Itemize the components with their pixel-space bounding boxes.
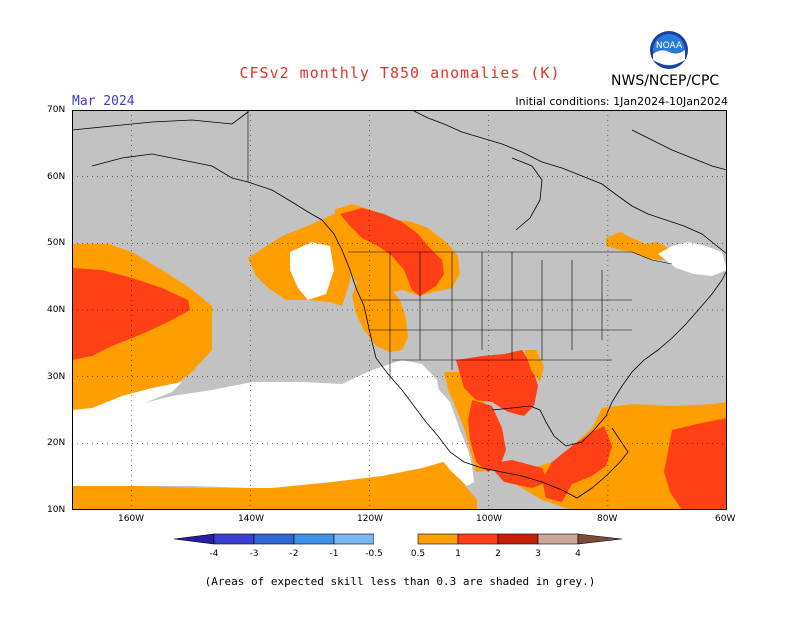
lon-tick-160w: 160W [118,514,145,524]
colorbar-label-neg4: -4 [210,549,219,559]
political-borders [247,110,673,380]
colorbar-label-p05: 0.5 [411,549,425,559]
anomaly-pacific-northwest [248,210,354,306]
colorbar-label-p2: 2 [495,549,501,559]
target-month: Mar 2024 [72,94,135,109]
noaa-logo-text: NOAA [656,41,683,51]
colorbar-swatch-p2-3 [497,533,539,545]
lat-tick-70n: 70N [47,105,66,115]
lat-tick-40n: 40N [47,305,66,315]
lat-tick-50n: 50N [47,238,66,248]
colorbar-arrow-warm [577,533,623,545]
colorbar-label-neg2: -2 [290,549,299,559]
agency-label: NWS/NCEP/CPC [611,73,720,89]
colorbar-swatch-p1-2 [457,533,499,545]
lat-tick-60n: 60N [47,172,66,182]
lon-tick-120w: 120W [357,514,384,524]
colorbar-label-p3: 3 [535,549,541,559]
colorbar-swatch-neg2-neg1 [293,533,335,545]
lat-tick-20n: 20N [47,438,66,448]
anomaly-map [71,109,728,510]
map-frame [72,110,727,510]
anomaly-pacific-tropical [72,360,477,510]
anomaly-quebec [606,232,727,276]
colorbar-arrow-cold [173,533,215,545]
initial-conditions: Initial conditions: 1Jan2024-10Jan2024 [515,95,728,108]
lon-tick-60w: 60W [715,514,736,524]
colorbar-swatch-p3-4 [537,533,579,545]
lon-tick-100w: 100W [476,514,503,524]
colorbar-label-p4: 4 [575,549,581,559]
colorbar-label-p1: 1 [455,549,461,559]
anomaly-texas [456,350,544,472]
lat-tick-30n: 30N [47,372,66,382]
skill-footnote: (Areas of expected skill less than 0.3 a… [204,575,596,588]
colorbar-swatch-neutral [374,534,418,544]
anomaly-west-canada-us [334,204,460,352]
colorbar-label-neg05: -0.5 [365,549,383,559]
anomaly-caribbean [488,402,727,510]
anomaly-pacific-north [72,244,212,428]
graticule [72,110,727,510]
lat-tick-10n: 10N [47,505,66,515]
colorbar-swatch-neg1-neg05 [333,533,375,545]
colorbar-label-neg1: -1 [330,549,339,559]
lon-tick-140w: 140W [238,514,265,524]
map-title: CFSv2 monthly T850 anomalies (K) [239,64,561,82]
colorbar-swatch-neg3-neg2 [253,533,295,545]
colorbar-swatch-neg4-neg3 [213,533,255,545]
lon-tick-80w: 80W [597,514,618,524]
colorbar-swatch-p05-1 [417,533,459,545]
colorbar-legend: -4 -3 -2 -1 -0.5 0.5 1 2 3 4 [170,532,630,560]
colorbar-label-neg3: -3 [250,549,259,559]
noaa-logo: NOAA [649,30,689,70]
